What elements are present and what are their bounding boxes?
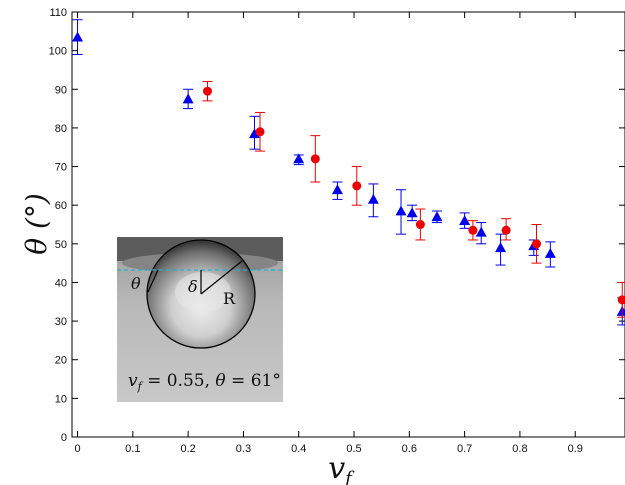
axis-ticks: 0 0.1 0.2 0.3 0.4 0.5 0.6 0.7 0.8 0.9 0 10 20 30 40 50 6… <box>49 7 625 455</box>
y-axis-label: θ (°) <box>20 193 53 255</box>
x-tick-label: 0.8 <box>512 443 527 455</box>
data-point-circle <box>468 225 478 235</box>
y-tick-label: 100 <box>49 46 67 58</box>
data-point-triangle <box>72 31 84 42</box>
data-point-triangle <box>331 184 343 195</box>
data-point-triangle <box>182 93 194 104</box>
data-point-triangle <box>459 215 471 226</box>
data-point-triangle <box>293 153 305 164</box>
plot-frame <box>71 11 625 438</box>
x-tick-label: 0.5 <box>346 443 361 455</box>
data-point-triangle <box>616 305 625 316</box>
y-tick-label: 90 <box>55 84 67 96</box>
data-point-triangle <box>544 247 556 258</box>
x-axis-label-sub: f <box>343 468 355 485</box>
y-tick-label: 70 <box>55 162 67 174</box>
x-tick-label: 0.3 <box>236 443 251 455</box>
x-tick-label: 0.4 <box>291 443 306 455</box>
y-tick-label: 50 <box>55 239 67 251</box>
y-tick-label: 60 <box>55 200 67 212</box>
x-tick-label: 0.7 <box>457 443 472 455</box>
data-point-circle <box>352 181 362 191</box>
data-point-triangle <box>406 207 418 218</box>
data-point-triangle <box>248 128 260 139</box>
inset-delta-label: δ <box>188 277 198 296</box>
y-tick-label: 10 <box>55 393 67 405</box>
data-point-triangle <box>495 242 507 253</box>
data-point-triangle <box>367 193 379 204</box>
x-tick-label: 0 <box>74 443 80 455</box>
x-tick-label: 0.2 <box>180 443 195 455</box>
data-point-circle <box>255 127 265 137</box>
y-tick-label: 40 <box>55 277 67 289</box>
data-point-triangle <box>475 226 487 237</box>
y-tick-label: 30 <box>55 316 67 328</box>
inset-photo: θ δ R vf = 0.55, θ = 61° <box>117 237 283 402</box>
data-point-circle <box>310 154 320 164</box>
inset-radius-line <box>200 260 243 295</box>
y-axis-label-text: θ (°) <box>20 193 53 255</box>
data-point-circle <box>501 225 511 235</box>
x-tick-label: 0.6 <box>402 443 417 455</box>
x-tick-label: 0.9 <box>568 443 583 455</box>
data-series <box>72 19 625 326</box>
inset-r-label: R <box>223 289 236 308</box>
data-point-triangle <box>431 211 443 222</box>
x-tick-label: 0.1 <box>125 443 140 455</box>
series-triangle <box>72 19 625 326</box>
data-point-circle <box>617 295 625 305</box>
y-tick-label: 110 <box>49 7 67 19</box>
y-tick-label: 20 <box>55 355 67 367</box>
y-tick-label: 0 <box>61 432 67 444</box>
x-axis-label: vf <box>328 451 355 485</box>
inset-theta-label: θ <box>131 274 141 293</box>
data-point-circle <box>415 220 425 229</box>
data-point-triangle <box>395 205 407 216</box>
y-tick-label: 80 <box>55 123 67 135</box>
inset-caption: vf = 0.55, θ = 61° <box>128 371 281 393</box>
inset-tangent-line <box>147 269 159 293</box>
data-point-circle <box>532 239 542 249</box>
series-circle <box>202 81 625 318</box>
x-axis-label-main: v <box>328 451 345 485</box>
data-point-circle <box>202 86 212 96</box>
